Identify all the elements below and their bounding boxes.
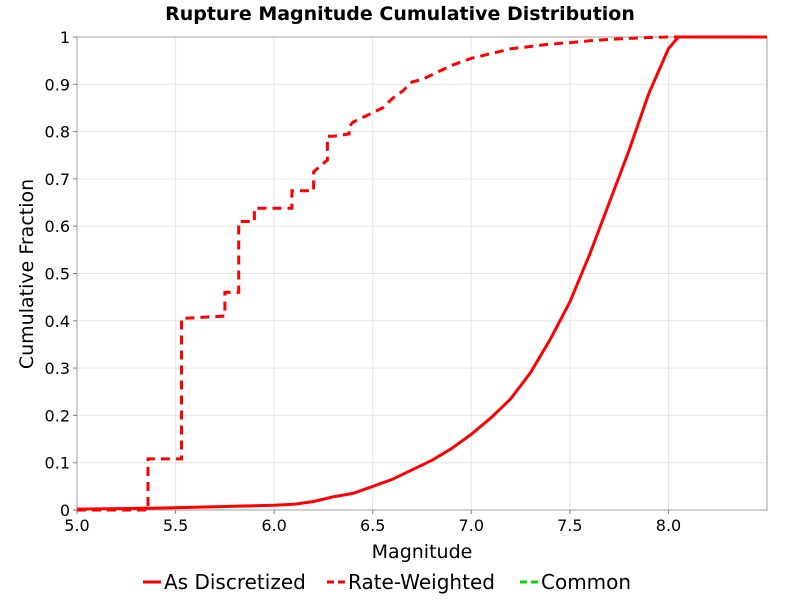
- x-tick-label: 6.0: [261, 516, 286, 535]
- y-tick-label: 0.5: [45, 265, 70, 284]
- y-tick-label: 0.3: [45, 359, 70, 378]
- y-tick-label: 0.2: [45, 406, 70, 425]
- y-tick-label: 0.6: [45, 217, 70, 236]
- x-tick-label: 8.0: [656, 516, 681, 535]
- x-axis-ticks: 5.0 5.5 6.0 6.5 7.0 7.5 8.0: [64, 510, 681, 535]
- y-tick-label: 0.9: [45, 75, 70, 94]
- x-axis-label: Magnitude: [372, 541, 473, 563]
- y-axis-ticks: 0 0.1 0.2 0.3 0.4 0.5 0.6 0.7 0.8 0.9 1: [45, 28, 77, 520]
- legend-label: Rate-Weighted: [348, 570, 495, 594]
- x-tick-label: 7.0: [459, 516, 484, 535]
- x-tick-label: 5.0: [64, 516, 89, 535]
- x-tick-label: 6.5: [360, 516, 385, 535]
- legend-label: Common: [541, 570, 631, 594]
- grid: [76, 36, 767, 511]
- x-tick-label: 5.5: [163, 516, 188, 535]
- y-tick-label: 0.7: [45, 170, 70, 189]
- legend-label: As Discretized: [164, 570, 306, 594]
- series-line-as-discretized: [76, 35, 767, 511]
- chart-title: Rupture Magnitude Cumulative Distributio…: [165, 3, 635, 25]
- legend: As Discretized Rate-Weighted Common: [143, 570, 631, 594]
- y-tick-label: 0: [60, 501, 70, 520]
- y-tick-label: 0.4: [45, 312, 70, 331]
- series-layer: [76, 35, 767, 512]
- series-line-rate-weighted: [77, 35, 767, 512]
- x-tick-label: 7.5: [557, 516, 582, 535]
- y-tick-label: 0.1: [45, 454, 70, 473]
- y-axis-label: Cumulative Fraction: [16, 179, 38, 369]
- y-tick-label: 1: [60, 28, 70, 47]
- y-tick-label: 0.8: [45, 123, 70, 142]
